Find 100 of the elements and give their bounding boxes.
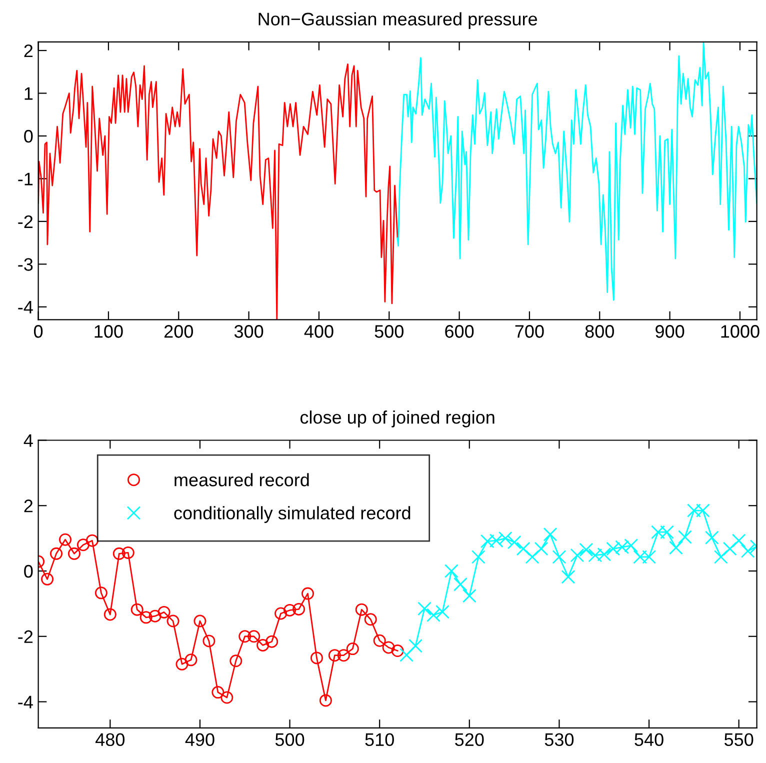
- point: [148, 610, 162, 622]
- y-tick-label: -2: [18, 215, 33, 228]
- y-tick-label: 0: [24, 564, 33, 578]
- point: [382, 641, 395, 654]
- y-tick-label: 2: [24, 500, 33, 512]
- point: [552, 550, 566, 564]
- point: [94, 586, 108, 600]
- point: [58, 533, 72, 546]
- x-tick-label: 400: [304, 325, 334, 338]
- point: [230, 654, 242, 668]
- chart-title: Non−Gaussian measured pressure: [258, 12, 538, 30]
- y-tick-label: -2: [18, 630, 33, 643]
- point: [166, 614, 180, 628]
- point: [660, 525, 674, 540]
- point: [76, 538, 90, 552]
- point: [471, 550, 486, 564]
- x-tick-label: 1000: [721, 325, 760, 338]
- point: [740, 544, 755, 558]
- y-tick-label: 0: [24, 130, 33, 143]
- point: [140, 611, 152, 624]
- line-series: [396, 42, 757, 301]
- point: [364, 613, 377, 626]
- point: [373, 634, 386, 647]
- point: [732, 534, 746, 548]
- y-tick-label: 2: [24, 44, 33, 58]
- x-tick-label: 550: [724, 733, 754, 746]
- point: [391, 644, 404, 658]
- x-tick-label: 100: [94, 325, 123, 338]
- x-tick-label: 300: [234, 325, 264, 338]
- point: [678, 530, 692, 544]
- x-tick-label: 500: [275, 733, 304, 746]
- point: [346, 642, 359, 656]
- point: [292, 602, 306, 616]
- point: [516, 542, 530, 556]
- point: [68, 547, 80, 560]
- point: [184, 654, 198, 666]
- x-tick-label: 800: [585, 325, 614, 338]
- point: [400, 648, 414, 662]
- x-tick-label: 490: [185, 733, 214, 746]
- point: [418, 602, 432, 616]
- point: [319, 694, 332, 707]
- point: [202, 634, 216, 648]
- point: [158, 606, 170, 618]
- point: [525, 550, 540, 564]
- point: [561, 570, 576, 584]
- point: [426, 608, 440, 622]
- x-tick-label: 200: [164, 325, 193, 338]
- point: [194, 614, 206, 628]
- point: [408, 638, 422, 653]
- x-tick-label: 520: [455, 733, 484, 746]
- point: [669, 540, 683, 555]
- x-tick-label: 480: [96, 733, 125, 746]
- y-tick-label: -1: [18, 172, 33, 186]
- point: [310, 652, 323, 664]
- point: [507, 535, 522, 550]
- point: [130, 603, 144, 616]
- point: [444, 564, 458, 578]
- chart-title: close up of joined region: [300, 410, 494, 428]
- point: [489, 534, 504, 548]
- point: [220, 691, 234, 704]
- y-tick-label: 1: [24, 87, 33, 100]
- point: [256, 638, 270, 652]
- point: [615, 540, 630, 554]
- point: [651, 525, 665, 540]
- point: [498, 531, 512, 546]
- point: [714, 550, 728, 564]
- y-tick-label: -4: [18, 301, 33, 314]
- y-tick-label: 4: [24, 434, 33, 447]
- point: [480, 534, 494, 548]
- point: [686, 504, 701, 518]
- point: [696, 504, 710, 518]
- point: [579, 542, 594, 557]
- point: [86, 534, 98, 547]
- point: [266, 635, 278, 648]
- x-tick-label: 0: [34, 325, 43, 338]
- point: [104, 608, 116, 621]
- point: [50, 547, 63, 560]
- point: [462, 588, 476, 603]
- x-tick-label: 900: [656, 325, 684, 338]
- point: [722, 542, 737, 556]
- point: [453, 577, 468, 592]
- point: [534, 542, 548, 556]
- point: [274, 607, 288, 620]
- point: [122, 546, 134, 559]
- point: [642, 550, 656, 564]
- point: [337, 649, 350, 662]
- point: [436, 604, 450, 619]
- point: [704, 530, 719, 545]
- point: [588, 548, 602, 562]
- line-series: [38, 63, 398, 320]
- x-tick-label: 510: [365, 733, 394, 746]
- legend-label: measured record: [174, 473, 309, 486]
- x-tick-label: 540: [634, 733, 664, 746]
- point: [606, 542, 620, 556]
- point: [176, 658, 188, 670]
- y-tick-label: -3: [18, 258, 33, 271]
- x-tick-label: 700: [515, 325, 544, 338]
- point: [248, 630, 260, 643]
- point: [238, 630, 252, 643]
- point: [543, 527, 558, 542]
